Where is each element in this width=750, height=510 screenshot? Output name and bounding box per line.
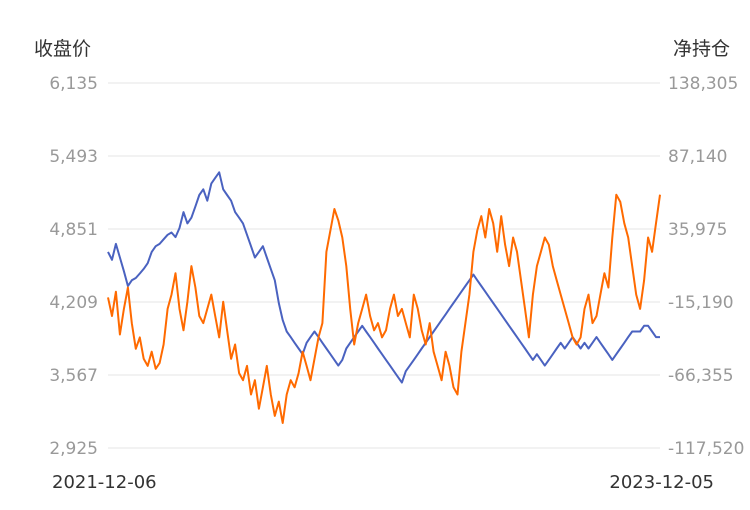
x-label-end: 2023-12-05 bbox=[609, 472, 714, 493]
left-axis-ticks: 6,135 5,493 4,851 4,209 3,567 2,925 bbox=[49, 74, 98, 459]
right-tick-label: -117,520 bbox=[668, 439, 744, 459]
right-tick-label: -66,355 bbox=[668, 366, 734, 386]
x-label-start: 2021-12-06 bbox=[52, 472, 157, 493]
right-axis-title: 净持仓 bbox=[673, 38, 730, 60]
price-series-line bbox=[107, 171, 660, 384]
left-tick-label: 5,493 bbox=[49, 147, 98, 167]
right-tick-label: -15,190 bbox=[668, 293, 734, 313]
left-axis-title: 收盘价 bbox=[34, 38, 91, 60]
left-tick-label: 4,209 bbox=[49, 293, 98, 313]
right-tick-label: 87,140 bbox=[668, 147, 727, 167]
left-tick-label: 4,851 bbox=[49, 220, 98, 240]
left-tick-label: 3,567 bbox=[49, 366, 98, 386]
position-series-line bbox=[107, 193, 661, 424]
right-tick-label: 138,305 bbox=[668, 74, 738, 94]
left-tick-label: 6,135 bbox=[49, 74, 98, 94]
right-axis-ticks: 138,305 87,140 35,975 -15,190 -66,355 -117,52… bbox=[668, 74, 744, 459]
right-tick-label: 35,975 bbox=[668, 220, 727, 240]
left-tick-label: 2,925 bbox=[49, 439, 98, 459]
grid-lines bbox=[108, 82, 660, 449]
series-layer bbox=[107, 171, 661, 424]
